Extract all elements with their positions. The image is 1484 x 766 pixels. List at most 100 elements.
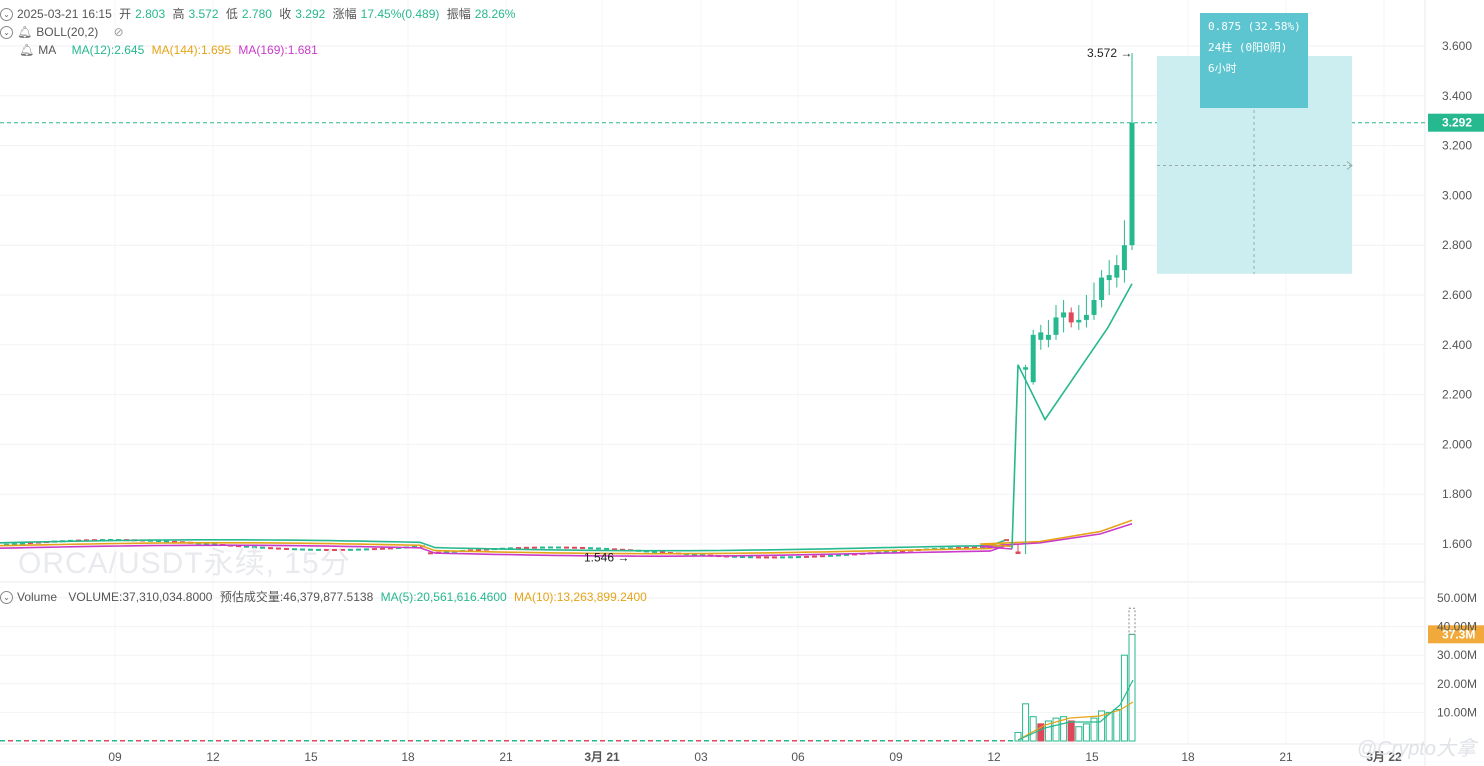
time-tick-label: 18 [401, 750, 415, 764]
volume-bar [1082, 723, 1090, 742]
candle-body [1030, 334, 1036, 383]
current-price-text: 3.292 [1442, 116, 1472, 130]
volume-bar [80, 740, 85, 742]
volume-bar [192, 740, 197, 742]
flat-candle [156, 540, 161, 543]
volume-bar [744, 740, 749, 742]
volume-value: VOLUME:37,310,034.8000 [68, 590, 213, 604]
time-tick-label: 15 [1085, 750, 1099, 764]
volume-bar [48, 740, 53, 742]
time-tick-label: 3月 22 [1366, 750, 1402, 764]
flat-candle [244, 545, 249, 548]
volume-bar [112, 740, 117, 742]
volume-bar [1067, 720, 1075, 742]
flat-candle [556, 546, 561, 549]
volume-bar [120, 740, 125, 742]
flat-candle [372, 548, 377, 551]
volume-bar [208, 740, 213, 742]
chevron-down-icon[interactable]: ⌄ [0, 591, 13, 605]
volume-bar [1105, 711, 1113, 742]
flat-candle [756, 556, 761, 559]
time-tick-label: 12 [987, 750, 1001, 764]
ma-legend: 🔔︎ MA MA(12):2.645 MA(144):1.695 MA(169):… [0, 42, 322, 58]
volume-bar [768, 740, 773, 742]
high-annotation: 3.572 → [1087, 46, 1132, 60]
time-tick-label: 06 [791, 750, 805, 764]
volume-bar [800, 740, 805, 742]
volume-bar [1044, 720, 1052, 742]
flat-candle [788, 556, 793, 559]
volume-bar [624, 740, 629, 742]
volume-bar [688, 740, 693, 742]
flat-candle [772, 556, 777, 559]
volume-bar [104, 740, 109, 742]
flat-candle [652, 550, 657, 553]
chevron-down-icon[interactable]: ⌄ [0, 8, 13, 22]
volume-bar [616, 740, 621, 742]
volume-bar [576, 740, 581, 742]
chevron-down-icon[interactable]: ⌄ [0, 26, 13, 40]
ma144-value: MA(144):1.695 [151, 43, 232, 57]
flat-candle [332, 548, 337, 551]
flat-candle [388, 547, 393, 550]
volume-bar [1037, 723, 1045, 742]
volume-bar [160, 740, 165, 742]
volume-bar [488, 740, 493, 742]
volume-bar [952, 740, 957, 742]
flat-candle [748, 556, 753, 559]
volume-bar [920, 740, 925, 742]
volume-bar [56, 740, 61, 742]
bell-icon[interactable]: 🔔︎ [19, 43, 35, 57]
volume-bar [64, 740, 69, 742]
volume-bar [304, 740, 309, 742]
volume-bar [272, 740, 277, 742]
flat-candle [804, 555, 809, 558]
volume-bar [1120, 654, 1128, 742]
volume-bar [152, 740, 157, 742]
eye-hidden-icon[interactable]: ⊘ [113, 25, 124, 39]
volume-ma10: MA(10):13,263,899.2400 [514, 590, 647, 604]
volume-bar [816, 740, 821, 742]
flat-candle [20, 542, 25, 545]
volume-bar [176, 740, 181, 742]
volume-bar [832, 740, 837, 742]
flat-candle [252, 546, 257, 549]
flat-candle [444, 551, 449, 554]
flat-candle [316, 548, 321, 551]
time-tick-label: 09 [108, 750, 122, 764]
volume-bar [1029, 716, 1037, 742]
volume-bar [992, 740, 997, 742]
volume-bar [200, 740, 205, 742]
flat-candle [28, 542, 33, 545]
candle-body [1045, 334, 1051, 340]
ma144-line [979, 519, 1133, 548]
volume-bar [280, 740, 285, 742]
time-tick-label: 12 [206, 750, 220, 764]
flat-candle [356, 548, 361, 551]
measure-info-line: 24柱 (0阳0阴) [1208, 40, 1287, 54]
volume-bar [792, 740, 797, 742]
bell-icon[interactable]: 🔔︎ [17, 25, 33, 39]
price-tick-label: 2.400 [1442, 338, 1472, 352]
ohlc-legend: ⌄ 2025-03-21 16:15 开 2.803 高 3.572 低 2.780 收… [0, 6, 519, 22]
flat-candle [828, 554, 833, 557]
flat-candle [972, 546, 977, 549]
flat-candle [580, 546, 585, 549]
volume-bar [144, 740, 149, 742]
candle-body [1053, 317, 1059, 335]
flat-candle [836, 554, 841, 557]
volume-bar [264, 740, 269, 742]
volume-bar [936, 740, 941, 742]
volume-bar [1022, 703, 1030, 742]
volume-bar [656, 740, 661, 742]
ma169-value: MA(169):1.681 [238, 43, 318, 57]
measure-info-line: 6小时 [1208, 62, 1237, 75]
price-tick-label: 1.800 [1442, 487, 1472, 501]
volume-bar [1098, 710, 1106, 742]
time-tick-label: 3月 21 [584, 750, 620, 764]
volume-bar [336, 740, 341, 742]
volume-bar [536, 740, 541, 742]
time-tick-label: 15 [304, 750, 318, 764]
measure-arrow-icon [1346, 161, 1353, 170]
